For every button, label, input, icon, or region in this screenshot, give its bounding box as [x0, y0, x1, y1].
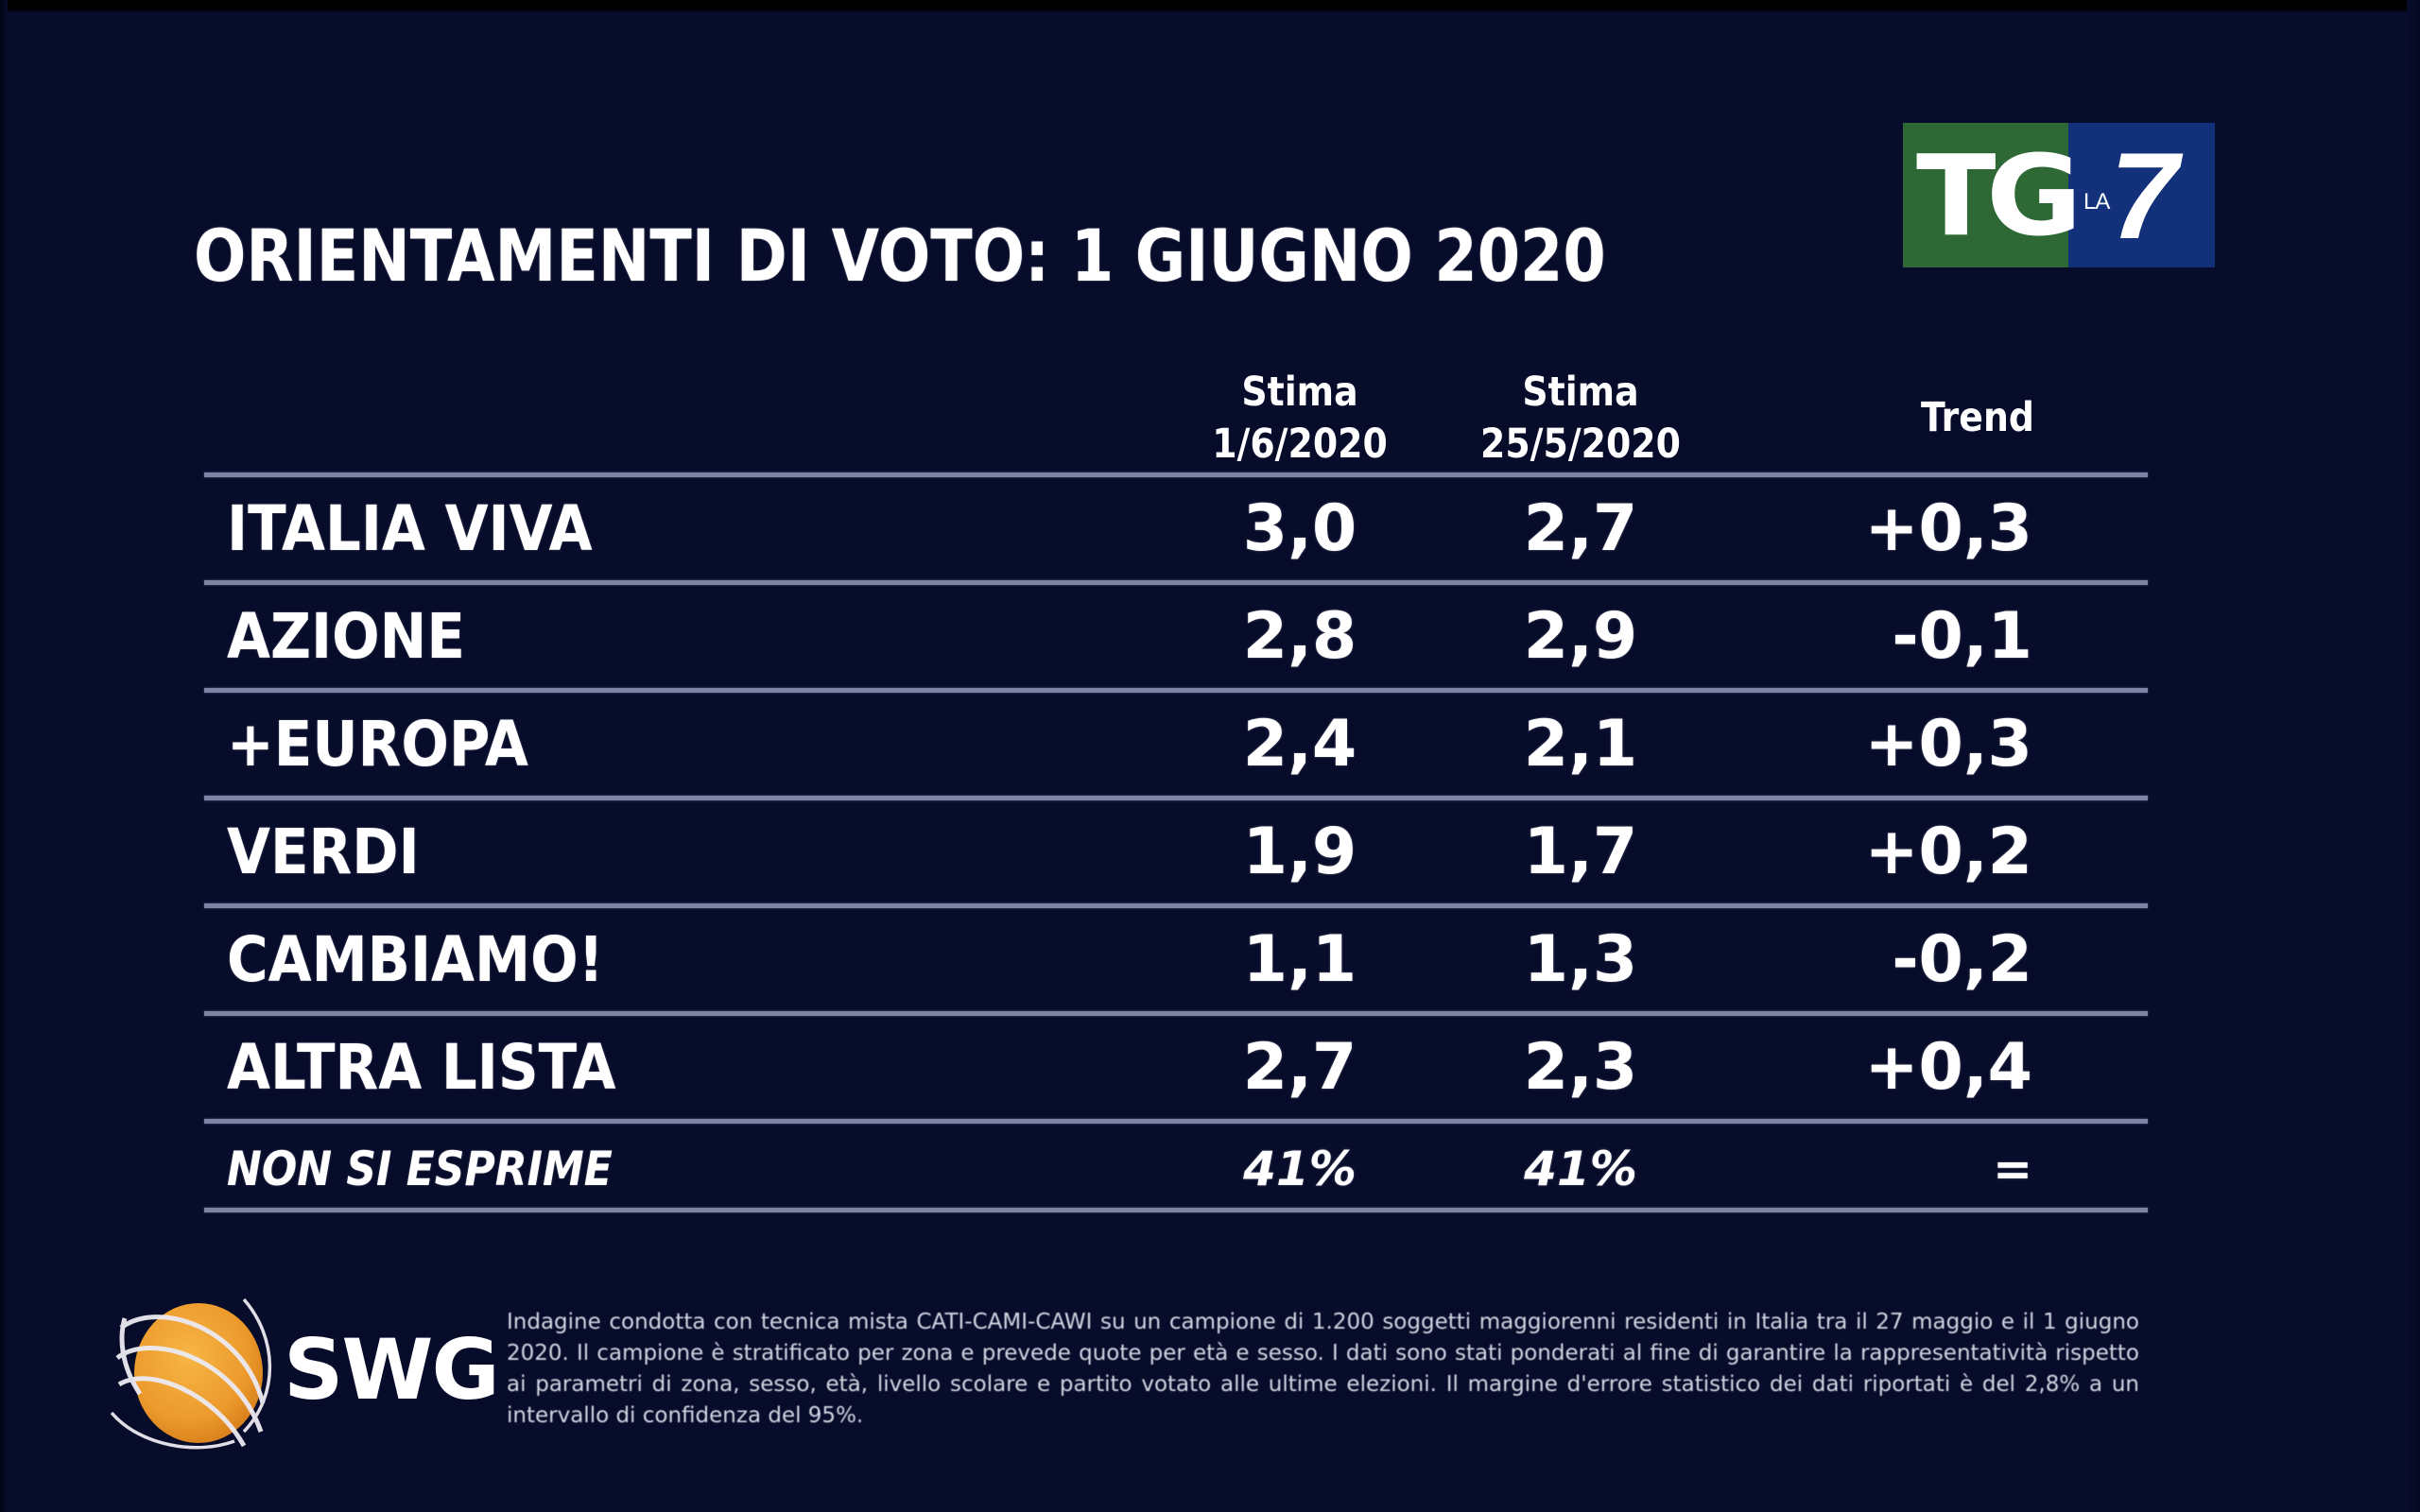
table-rule: [204, 688, 2148, 693]
page-title: ORIENTAMENTI DI VOTO: 1 GIUGNO 2020: [194, 214, 1606, 298]
stima-1-6-value: 1,1: [1242, 922, 1357, 997]
stima-25-5-value: 2,7: [1523, 491, 1638, 566]
stima-1-6-value: 41%: [1243, 1142, 1357, 1196]
trend-value: =: [1993, 1142, 2032, 1196]
stima-25-5-value: 1,3: [1523, 922, 1638, 997]
logo-green-block: [1903, 123, 2068, 267]
stima-25-5-value: 41%: [1524, 1142, 1637, 1196]
stima-25-5-value: 2,1: [1523, 707, 1638, 782]
table-rule: [204, 1119, 2148, 1124]
party-name: ITALIA VIVA: [227, 492, 593, 565]
table-rule: [204, 903, 2148, 908]
top-black-bar: [0, 0, 2420, 13]
swg-globe-icon: [110, 1297, 272, 1450]
trend-value: +0,4: [1864, 1030, 2032, 1105]
table-rule: [204, 1011, 2148, 1016]
column-header-line1: Trend: [1920, 394, 2035, 441]
party-name: VERDI: [227, 816, 420, 888]
party-name: +EUROPA: [227, 708, 528, 781]
table-rule-header: [204, 472, 2148, 477]
stima-1-6-value: 2,4: [1242, 707, 1357, 782]
trend-value: -0,1: [1892, 599, 2032, 674]
logo-tg-text: TG: [1916, 130, 2083, 261]
column-header-line2: 25/5/2020: [1480, 421, 1681, 468]
stima-25-5-value: 2,3: [1523, 1030, 1638, 1105]
trend-value: +0,3: [1864, 707, 2032, 782]
column-header-line1: Stima: [1522, 369, 1639, 416]
trend-value: +0,3: [1864, 491, 2032, 566]
column-header-stima-1-6: Stima 1/6/2020: [1184, 367, 1416, 471]
swg-logo: SWG: [102, 1290, 500, 1455]
party-name: ALTRA LISTA: [227, 1031, 616, 1104]
methodology-note: Indagine condotta con tecnica mista CATI…: [507, 1310, 2139, 1428]
trend-value: +0,2: [1864, 815, 2032, 889]
stima-25-5-value: 2,9: [1523, 599, 1638, 674]
right-edge-shade: [2407, 0, 2420, 1512]
column-header-stima-25-5: Stima 25/5/2020: [1464, 367, 1697, 471]
stima-1-6-value: 1,9: [1242, 815, 1357, 889]
logo-la-text: LA: [2083, 189, 2110, 215]
party-name: NON SI ESPRIME: [227, 1142, 613, 1196]
column-header-line2: 1/6/2020: [1212, 421, 1388, 468]
column-header-line1: Stima: [1241, 369, 1358, 416]
logo-blue-block: [2068, 123, 2215, 267]
party-name: AZIONE: [227, 600, 465, 673]
table-rule: [204, 796, 2148, 800]
stima-1-6-value: 3,0: [1242, 491, 1357, 566]
trend-value: -0,2: [1892, 922, 2032, 997]
party-name: CAMBIAMO!: [227, 923, 604, 996]
column-header-trend: Trend: [1861, 392, 2094, 444]
swg-wordmark: SWG: [284, 1321, 500, 1418]
left-edge-shade: [0, 0, 8, 1512]
tg-la7-logo: TG LA 7: [1903, 123, 2215, 267]
stima-1-6-value: 2,8: [1242, 599, 1357, 674]
stima-25-5-value: 1,7: [1523, 815, 1638, 889]
table-rule: [204, 580, 2148, 585]
table-rule-bottom: [204, 1208, 2148, 1212]
stima-1-6-value: 2,7: [1242, 1030, 1357, 1105]
logo-seven-text: 7: [2110, 127, 2179, 265]
